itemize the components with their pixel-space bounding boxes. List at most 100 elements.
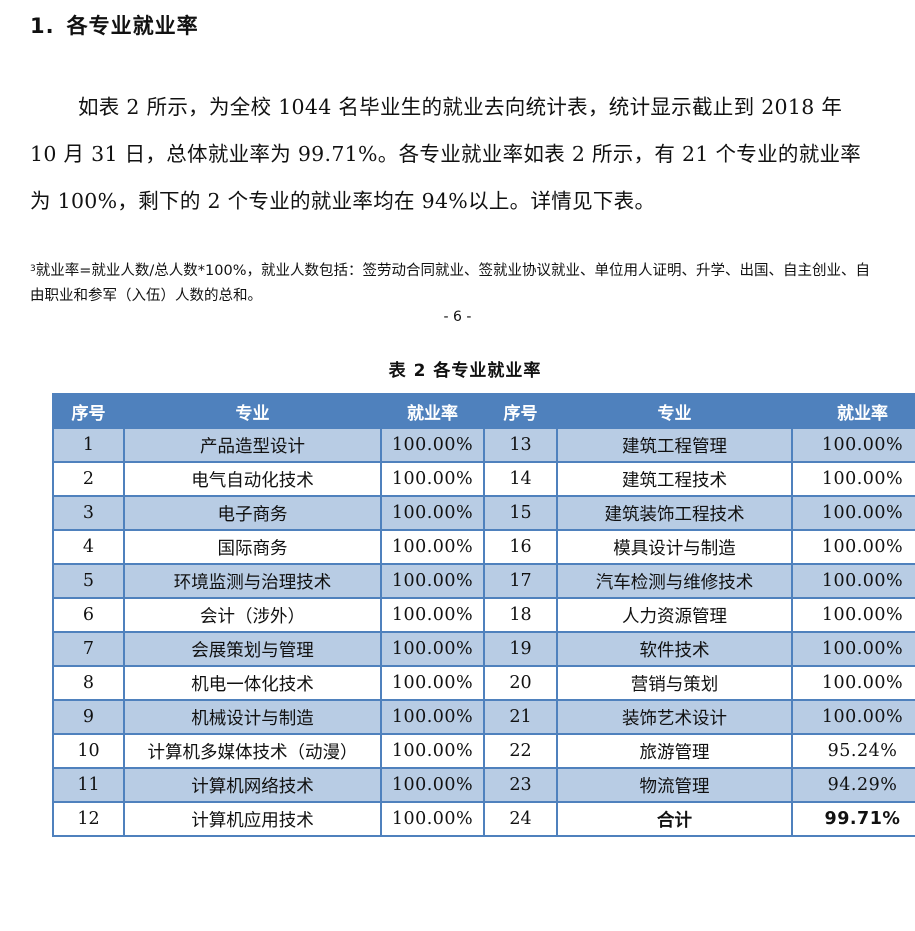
header-major-left: 专业 <box>123 393 382 429</box>
cell-major: 产品造型设计 <box>123 427 382 463</box>
table-row: 3 电子商务 100.00% 15 建筑装饰工程技术 100.00% <box>52 495 915 531</box>
footnote-text: 就业率=就业人数/总人数*100%，就业人数包括：签劳动合同就业、签就业协议就业… <box>30 263 870 304</box>
section-number: 1. <box>30 14 55 38</box>
section-heading: 1. 各专业就业率 <box>30 10 199 40</box>
cell-rate: 100.00% <box>791 495 915 531</box>
cell-rate: 100.00% <box>380 597 485 633</box>
cell-rate: 100.00% <box>380 665 485 701</box>
cell-major: 计算机网络技术 <box>123 767 382 803</box>
cell-no: 23 <box>483 767 558 803</box>
table-row: 10 计算机多媒体技术（动漫） 100.00% 22 旅游管理 95.24% <box>52 733 915 769</box>
cell-major: 建筑工程管理 <box>556 427 793 463</box>
cell-major: 会计（涉外） <box>123 597 382 633</box>
cell-no: 21 <box>483 699 558 735</box>
cell-major: 电气自动化技术 <box>123 461 382 497</box>
cell-rate: 100.00% <box>380 529 485 565</box>
footnote-marker: 3 <box>30 264 36 274</box>
cell-rate: 100.00% <box>380 733 485 769</box>
cell-rate: 94.29% <box>791 767 915 803</box>
cell-rate: 100.00% <box>380 631 485 667</box>
section-title: 各专业就业率 <box>66 14 199 38</box>
table-row: 5 环境监测与治理技术 100.00% 17 汽车检测与维修技术 100.00% <box>52 563 915 599</box>
cell-no: 8 <box>52 665 125 701</box>
cell-no: 13 <box>483 427 558 463</box>
cell-no: 11 <box>52 767 125 803</box>
cell-rate: 100.00% <box>791 427 915 463</box>
cell-major: 软件技术 <box>556 631 793 667</box>
cell-major: 汽车检测与维修技术 <box>556 563 793 599</box>
cell-major: 环境监测与治理技术 <box>123 563 382 599</box>
table-row: 8 机电一体化技术 100.00% 20 营销与策划 100.00% <box>52 665 915 701</box>
cell-major: 电子商务 <box>123 495 382 531</box>
cell-no: 9 <box>52 699 125 735</box>
cell-rate: 100.00% <box>791 529 915 565</box>
cell-major: 计算机应用技术 <box>123 801 382 837</box>
cell-rate: 100.00% <box>380 563 485 599</box>
cell-no: 4 <box>52 529 125 565</box>
cell-rate: 100.00% <box>380 427 485 463</box>
table-row: 4 国际商务 100.00% 16 模具设计与制造 100.00% <box>52 529 915 565</box>
cell-rate: 100.00% <box>380 801 485 837</box>
cell-no: 3 <box>52 495 125 531</box>
cell-no: 10 <box>52 733 125 769</box>
cell-no: 17 <box>483 563 558 599</box>
table-caption: 表 2 各专业就业率 <box>388 361 542 381</box>
cell-no: 22 <box>483 733 558 769</box>
cell-rate: 95.24% <box>791 733 915 769</box>
cell-rate: 100.00% <box>791 563 915 599</box>
cell-no: 1 <box>52 427 125 463</box>
table-row: 7 会展策划与管理 100.00% 19 软件技术 100.00% <box>52 631 915 667</box>
table-row: 6 会计（涉外） 100.00% 18 人力资源管理 100.00% <box>52 597 915 633</box>
total-rate: 99.71% <box>791 801 915 837</box>
cell-major: 建筑装饰工程技术 <box>556 495 793 531</box>
cell-major: 机电一体化技术 <box>123 665 382 701</box>
employment-rate-table: 序号 专业 就业率 序号 专业 就业率 1 产品造型设计 100.00% 13 建筑工程… <box>52 393 915 837</box>
table-row: 2 电气自动化技术 100.00% 14 建筑工程技术 100.00% <box>52 461 915 497</box>
table-header-row: 序号 专业 就业率 序号 专业 就业率 <box>52 393 915 429</box>
cell-rate: 100.00% <box>791 631 915 667</box>
cell-no: 16 <box>483 529 558 565</box>
cell-rate: 100.00% <box>791 699 915 735</box>
header-no-left: 序号 <box>52 393 125 429</box>
cell-major: 会展策划与管理 <box>123 631 382 667</box>
cell-no: 19 <box>483 631 558 667</box>
total-label: 合计 <box>556 801 793 837</box>
header-rate-right: 就业率 <box>791 393 915 429</box>
cell-rate: 100.00% <box>791 597 915 633</box>
table-row: 1 产品造型设计 100.00% 13 建筑工程管理 100.00% <box>52 427 915 463</box>
cell-no: 6 <box>52 597 125 633</box>
body-paragraph: 如表 2 所示，为全校 1044 名毕业生的就业去向统计表，统计显示截止到 20… <box>30 95 862 213</box>
cell-no: 14 <box>483 461 558 497</box>
cell-no: 5 <box>52 563 125 599</box>
footnote: 3就业率=就业人数/总人数*100%，就业人数包括：签劳动合同就业、签就业协议就… <box>30 259 880 309</box>
table-row: 9 机械设计与制造 100.00% 21 装饰艺术设计 100.00% <box>52 699 915 735</box>
cell-rate: 100.00% <box>380 495 485 531</box>
cell-rate: 100.00% <box>380 767 485 803</box>
cell-major: 营销与策划 <box>556 665 793 701</box>
cell-major: 装饰艺术设计 <box>556 699 793 735</box>
cell-no: 18 <box>483 597 558 633</box>
cell-major: 物流管理 <box>556 767 793 803</box>
cell-no: 7 <box>52 631 125 667</box>
cell-major: 人力资源管理 <box>556 597 793 633</box>
header-major-right: 专业 <box>556 393 793 429</box>
cell-major: 国际商务 <box>123 529 382 565</box>
header-rate-left: 就业率 <box>380 393 485 429</box>
cell-no: 15 <box>483 495 558 531</box>
cell-no: 12 <box>52 801 125 837</box>
cell-no: 20 <box>483 665 558 701</box>
page-number: - 6 - <box>443 309 472 325</box>
cell-major: 建筑工程技术 <box>556 461 793 497</box>
cell-no: 24 <box>483 801 558 837</box>
cell-major: 计算机多媒体技术（动漫） <box>123 733 382 769</box>
cell-rate: 100.00% <box>380 699 485 735</box>
cell-major: 旅游管理 <box>556 733 793 769</box>
cell-no: 2 <box>52 461 125 497</box>
table-row: 11 计算机网络技术 100.00% 23 物流管理 94.29% <box>52 767 915 803</box>
cell-rate: 100.00% <box>380 461 485 497</box>
cell-major: 模具设计与制造 <box>556 529 793 565</box>
cell-rate: 100.00% <box>791 461 915 497</box>
cell-major: 机械设计与制造 <box>123 699 382 735</box>
header-no-right: 序号 <box>483 393 558 429</box>
table-row: 12 计算机应用技术 100.00% 24 合计 99.71% <box>52 801 915 837</box>
